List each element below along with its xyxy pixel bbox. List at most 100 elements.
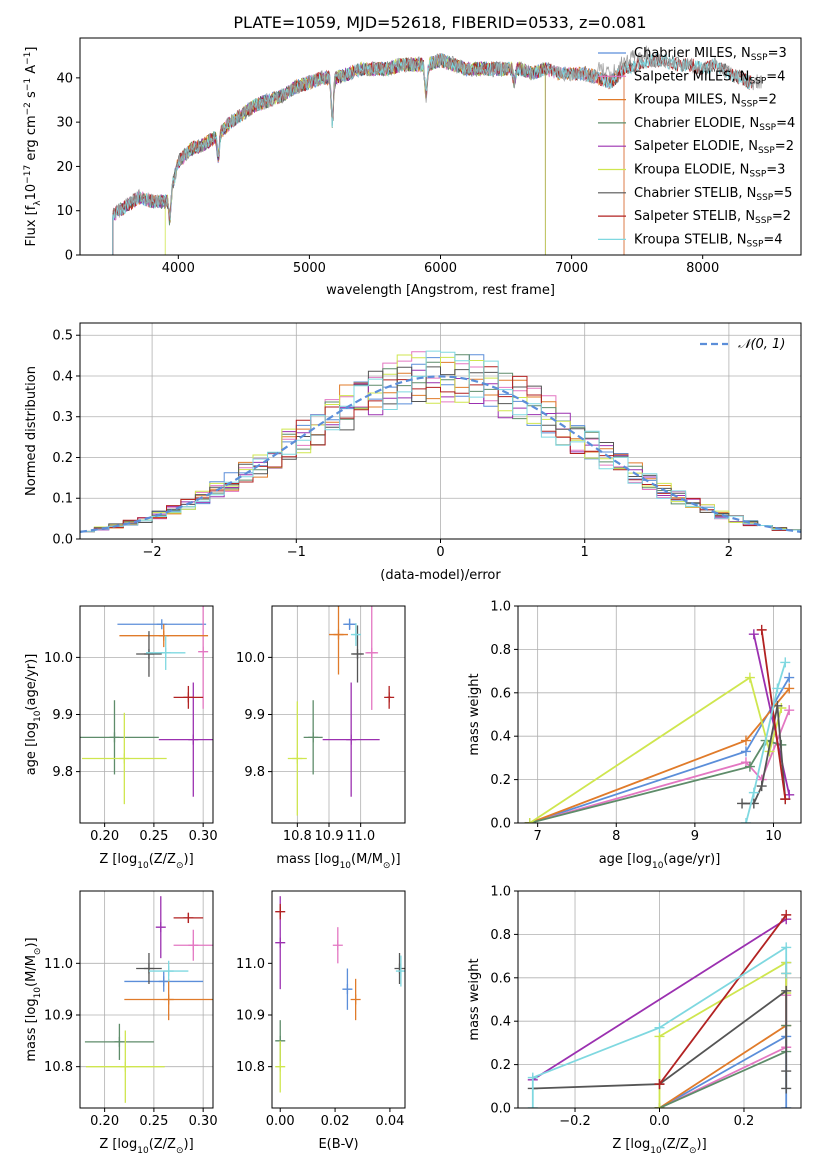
weight-marker <box>781 985 792 996</box>
marker <box>342 984 353 995</box>
x-tick-label: 10 <box>765 829 782 844</box>
point-salpeter-elodie <box>155 896 166 959</box>
weight-line <box>659 995 788 1108</box>
y-axis-label: mass weight <box>467 958 482 1040</box>
spectrum-chabrier-elodie <box>112 53 546 255</box>
weight-line <box>760 629 787 800</box>
y-tick-label: 10.8 <box>44 1060 73 1075</box>
y-tick-label: 20 <box>56 160 73 175</box>
y-tick-label: 1.0 <box>490 600 511 615</box>
x-tick-label: 0.25 <box>139 829 168 844</box>
point-chabrier-stelib <box>394 953 405 984</box>
y-axis-label: mass [log10(M/M⊙)] <box>24 937 43 1061</box>
point-salpeter-stelib <box>173 912 204 924</box>
legend-label-normal: 𝒩(0, 1) <box>738 337 785 352</box>
legend-label-kroupa-miles: Kroupa MILES, NSSP=2 <box>634 93 777 110</box>
weight-marker <box>740 746 751 757</box>
observed-spectrum <box>112 45 763 219</box>
panel-residuals: −2 −1 0 1 2 0.0 0.1 0.2 0.3 0.4 0.5 𝒩(0, 1) (data-mo… <box>24 322 802 583</box>
x-tick-label: −1 <box>287 545 306 560</box>
plot-area <box>80 350 801 533</box>
weight-line <box>658 961 788 1108</box>
marker <box>352 648 363 659</box>
histogram-kroupa-stelib <box>80 350 801 532</box>
plot-area <box>287 606 395 816</box>
x-tick-label: −2 <box>143 545 162 560</box>
series-kroupa-stelib <box>527 942 792 1108</box>
plot-area <box>80 606 213 805</box>
axes-frame <box>79 605 214 824</box>
y-tick-label: 1.0 <box>490 885 511 900</box>
legend-label-salpeter-elodie: Salpeter ELODIE, NSSP=2 <box>634 139 794 156</box>
point-chabrier-miles <box>343 618 356 630</box>
marker <box>275 906 286 917</box>
marker <box>198 646 209 657</box>
legend-label-salpeter-miles: Salpeter MILES, NSSP=4 <box>634 69 785 86</box>
weight-marker <box>748 629 759 640</box>
x-axis-label: E(B-V) <box>318 1137 358 1152</box>
weight-marker <box>784 705 795 716</box>
y-tick-label: 11.0 <box>236 957 265 972</box>
y-tick-label: 40 <box>56 71 73 86</box>
point-salpeter-miles <box>173 929 213 961</box>
y-tick-label: 10.8 <box>236 1060 265 1075</box>
y-tick-label: 0.1 <box>52 492 73 507</box>
spectrum-salpeter-elodie <box>112 53 546 255</box>
series-kroupa-stelib <box>740 657 791 823</box>
weight-line <box>745 662 787 823</box>
point-kroupa-elodie <box>275 1040 286 1093</box>
y-tick-label: 10.9 <box>44 1009 73 1024</box>
weight-marker <box>781 909 792 920</box>
marker <box>114 1036 125 1047</box>
weight-marker <box>780 657 791 668</box>
marker <box>366 647 377 658</box>
marker <box>333 629 344 640</box>
weight-marker <box>781 942 792 953</box>
series-salpeter-stelib <box>756 624 791 805</box>
x-tick-label: 0.20 <box>90 829 119 844</box>
weight-marker <box>748 787 759 798</box>
x-tick-label: 0.30 <box>189 829 218 844</box>
y-axis-label: Normed distribution <box>24 366 39 496</box>
y-tick-label: 0.4 <box>490 730 511 745</box>
x-tick-label: 0.00 <box>266 1114 295 1129</box>
weight-marker <box>784 672 795 683</box>
y-tick-label: 0.8 <box>490 643 511 658</box>
marker <box>143 963 154 974</box>
y-tick-label: 0.0 <box>490 1102 511 1117</box>
weight-marker <box>740 735 751 746</box>
marker <box>350 994 361 1005</box>
x-tick-label: 7 <box>534 829 542 844</box>
axes-frame <box>517 605 802 824</box>
legend-label-chabrier-miles: Chabrier MILES, NSSP=3 <box>634 46 787 63</box>
y-tick-label: 10.0 <box>236 651 265 666</box>
series-salpeter-miles <box>654 990 792 1108</box>
marker <box>155 922 166 933</box>
weight-marker <box>781 1066 792 1077</box>
spectrum-kroupa-elodie <box>164 53 546 255</box>
x-tick-label: 0.0 <box>649 1114 670 1129</box>
x-tick-label: 10.8 <box>283 829 312 844</box>
panel-metallicity-age: 0.20 0.25 0.30 9.8 9.9 10.0 Z [log10(Z/Z⊙)] age… <box>24 605 218 871</box>
weight-marker <box>654 1022 665 1033</box>
axes-frame <box>271 605 406 824</box>
marker <box>158 630 169 641</box>
x-tick-label: 11.0 <box>346 829 375 844</box>
marker <box>183 692 194 703</box>
x-tick-label: 0 <box>436 545 444 560</box>
y-tick-label: 11.0 <box>44 957 73 972</box>
point-salpeter-stelib <box>384 685 395 709</box>
plot-area <box>112 45 763 255</box>
y-tick-label: 0.8 <box>490 928 511 943</box>
marker <box>395 966 405 977</box>
x-tick-label: −0.2 <box>559 1114 591 1129</box>
point-salpeter-elodie <box>158 682 213 797</box>
x-tick-label: 8 <box>612 829 620 844</box>
marker <box>275 1061 286 1072</box>
weight-marker <box>527 1103 538 1108</box>
marker <box>292 753 303 764</box>
point-salpeter-elodie <box>322 682 380 797</box>
x-tick-label: 2 <box>725 545 733 560</box>
marker <box>160 647 171 658</box>
histogram-chabrier-stelib <box>80 366 801 532</box>
